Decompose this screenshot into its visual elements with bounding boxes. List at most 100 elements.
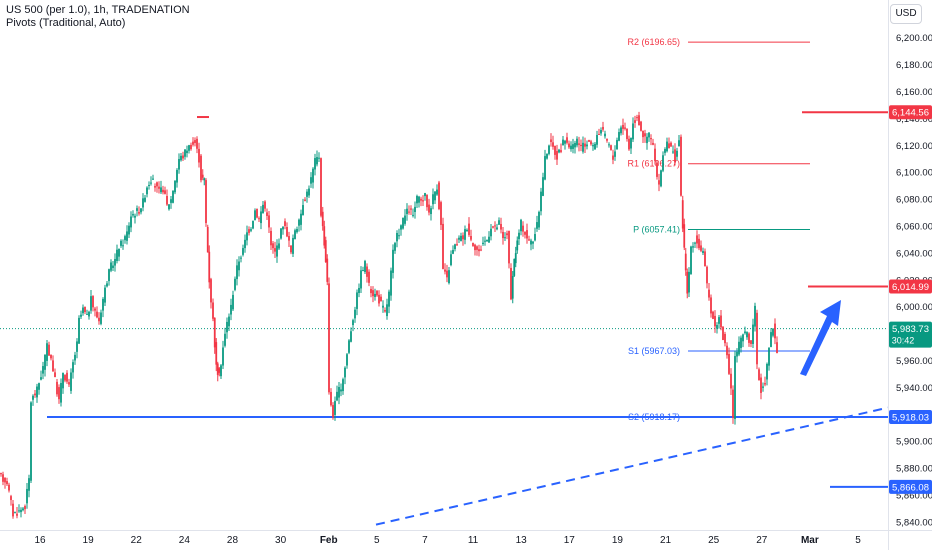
candle-body: [205, 180, 207, 223]
x-tick-label: 28: [227, 535, 239, 546]
candle-body: [284, 221, 286, 226]
candle-body: [6, 481, 8, 485]
candle-body: [590, 141, 592, 145]
y-tick-label: 6,160.00: [896, 87, 932, 98]
candle-body: [294, 230, 296, 240]
candle-body: [530, 240, 532, 245]
candle-body: [404, 215, 406, 224]
candle-body: [324, 240, 327, 263]
y-tick-label: 6,120.00: [896, 141, 932, 152]
candle-body: [692, 246, 694, 248]
currency-button[interactable]: USD: [890, 4, 922, 24]
candle-body: [448, 270, 450, 284]
candle-body: [118, 248, 120, 257]
candle-body: [676, 150, 678, 157]
candle-body: [262, 204, 264, 214]
candle-body: [432, 194, 434, 205]
candle-body: [536, 222, 538, 229]
current-price-label: 5,983.73: [892, 324, 929, 335]
candle-body: [770, 332, 772, 347]
level-badge: [889, 479, 932, 494]
candle-body: [390, 270, 392, 296]
candle-body: [342, 379, 344, 392]
candle-body: [134, 215, 136, 218]
x-tick-label: 21: [660, 535, 672, 546]
candle-body: [452, 249, 454, 254]
candle-body: [694, 242, 696, 244]
trendline[interactable]: [375, 406, 889, 526]
candle-body: [88, 311, 90, 317]
candle-body: [494, 225, 496, 227]
candle-body: [664, 149, 666, 153]
candle-body: [524, 231, 526, 235]
candle-body: [378, 294, 380, 304]
x-tick-label: 19: [83, 535, 95, 546]
candle-body: [414, 206, 416, 212]
candle-body: [614, 151, 616, 157]
candle-body: [564, 140, 566, 144]
candle-body: [490, 228, 492, 237]
candle-body: [580, 144, 582, 147]
candle-body: [586, 144, 588, 147]
x-tick-label: 7: [422, 535, 428, 546]
x-tick-label: 16: [34, 535, 46, 546]
y-tick-label: 6,000.00: [896, 302, 932, 313]
candle-body: [442, 223, 444, 269]
candle-body: [198, 148, 200, 163]
candle-body: [38, 383, 40, 390]
candle-body: [672, 151, 674, 153]
candle-body: [532, 241, 534, 244]
candle-body: [356, 292, 358, 309]
candle-body: [58, 387, 60, 400]
candle-body: [318, 157, 320, 159]
candle-body: [190, 144, 192, 150]
candle-body: [126, 231, 128, 241]
candle-body: [680, 136, 682, 196]
candle-body: [358, 287, 360, 293]
candle-body: [678, 140, 680, 147]
candle-body: [212, 302, 214, 319]
candle-body: [328, 283, 330, 393]
candle-body: [104, 287, 106, 303]
candle-body: [144, 197, 146, 202]
candle-body: [718, 317, 720, 324]
candle-body: [320, 158, 322, 216]
candle-body: [610, 145, 612, 150]
candle-body: [420, 198, 422, 201]
candle-body: [182, 155, 184, 159]
candle-body: [716, 324, 718, 329]
candle-body: [762, 386, 764, 388]
candle-body: [754, 305, 756, 327]
candle-body: [650, 138, 652, 140]
y-tick-label: 6,040.00: [896, 248, 932, 259]
candle-body: [158, 186, 160, 189]
candle-body: [50, 354, 52, 359]
candle-body: [454, 244, 456, 250]
candle-body: [662, 155, 664, 171]
candle-body: [122, 245, 124, 247]
candle-body: [22, 508, 24, 511]
up-arrow[interactable]: [800, 299, 841, 376]
candle-body: [278, 243, 280, 249]
candle-body: [130, 216, 132, 228]
candle-body: [228, 316, 230, 327]
candle-body: [114, 258, 116, 266]
candle-body: [352, 320, 354, 326]
y-tick-label: 6,100.00: [896, 168, 932, 179]
candle-body: [186, 150, 188, 154]
level-badge-label: 5,866.08: [892, 482, 929, 493]
candle-body: [323, 226, 326, 246]
candle-body: [112, 265, 114, 268]
candle-body: [362, 269, 364, 271]
candle-body: [728, 354, 730, 374]
candle-body: [656, 162, 658, 177]
x-tick-label: Mar: [801, 535, 819, 546]
candle-body: [618, 132, 620, 141]
y-tick-label: 5,960.00: [896, 356, 932, 367]
y-tick-label: 6,060.00: [896, 221, 932, 232]
candle-body: [604, 133, 606, 137]
candles: [0, 111, 778, 519]
candle-body: [70, 372, 72, 391]
candle-body: [732, 389, 734, 418]
